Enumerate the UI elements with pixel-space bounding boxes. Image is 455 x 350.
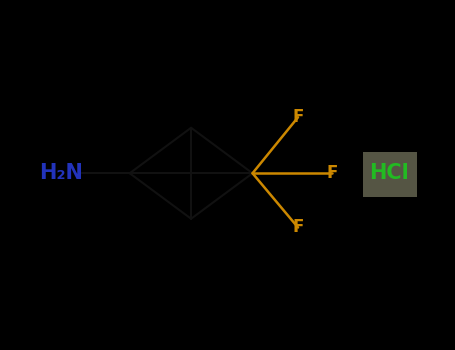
- FancyBboxPatch shape: [363, 152, 417, 197]
- Text: H₂N: H₂N: [39, 163, 82, 183]
- Text: F: F: [293, 108, 304, 126]
- Text: F: F: [326, 164, 338, 182]
- Text: F: F: [293, 218, 304, 237]
- Text: HCl: HCl: [369, 163, 409, 183]
